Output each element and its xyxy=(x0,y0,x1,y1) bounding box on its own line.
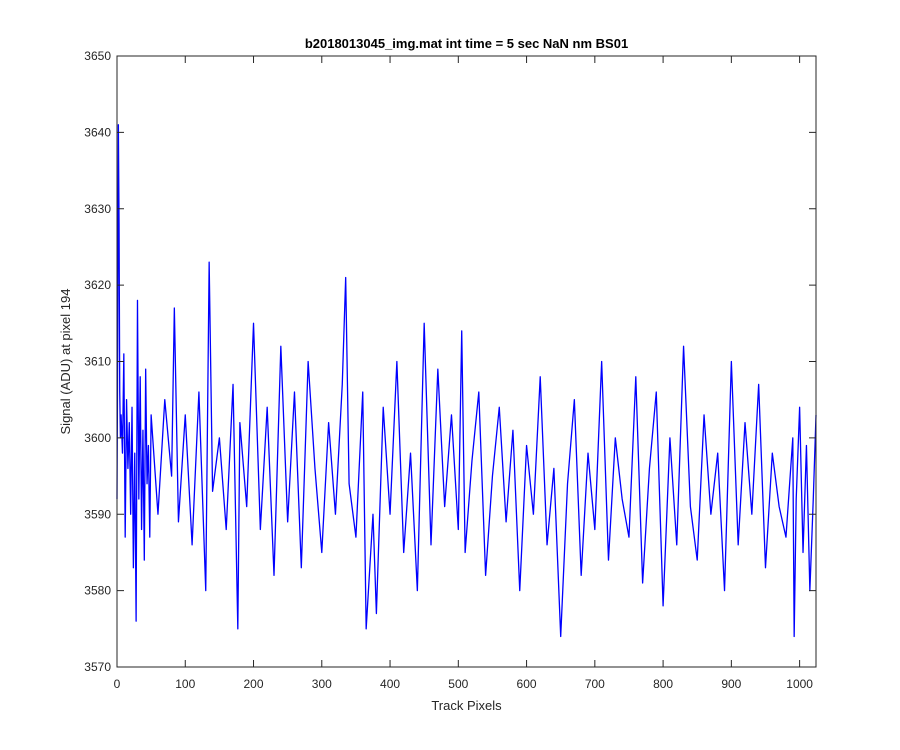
x-tick-label: 300 xyxy=(312,677,332,691)
plot-area xyxy=(117,56,816,667)
y-tick-label: 3570 xyxy=(84,660,111,674)
x-tick-label: 400 xyxy=(380,677,400,691)
y-tick-label: 3580 xyxy=(84,584,111,598)
y-tick-label: 3610 xyxy=(84,355,111,369)
x-tick-label: 800 xyxy=(653,677,673,691)
x-tick-label: 700 xyxy=(585,677,605,691)
x-tick-label: 600 xyxy=(517,677,537,691)
y-tick-label: 3590 xyxy=(84,507,111,521)
series-line xyxy=(116,124,817,638)
x-axis: 0 100 200 300 400 500 600 700 800 900 1000 xyxy=(114,56,813,691)
chart-title: b2018013045_img.mat int time = 5 sec NaN… xyxy=(305,36,628,51)
y-tick-label: 3640 xyxy=(84,125,111,139)
y-tick-label: 3600 xyxy=(84,431,111,445)
y-tick-label: 3620 xyxy=(84,278,111,292)
y-tick-label: 3650 xyxy=(84,49,111,63)
x-tick-label: 900 xyxy=(721,677,741,691)
x-tick-label: 500 xyxy=(448,677,468,691)
x-tick-label: 0 xyxy=(114,677,121,691)
x-tick-label: 100 xyxy=(175,677,195,691)
y-axis-label: Signal (ADU) at pixel 194 xyxy=(58,289,73,435)
y-tick-label: 3630 xyxy=(84,202,111,216)
y-axis: 3570 3580 3590 3600 3610 3620 3630 3640 3650 xyxy=(84,49,816,674)
x-axis-label: Track Pixels xyxy=(431,698,502,713)
series-layer xyxy=(116,124,817,638)
x-tick-label: 1000 xyxy=(786,677,813,691)
x-tick-label: 200 xyxy=(244,677,264,691)
